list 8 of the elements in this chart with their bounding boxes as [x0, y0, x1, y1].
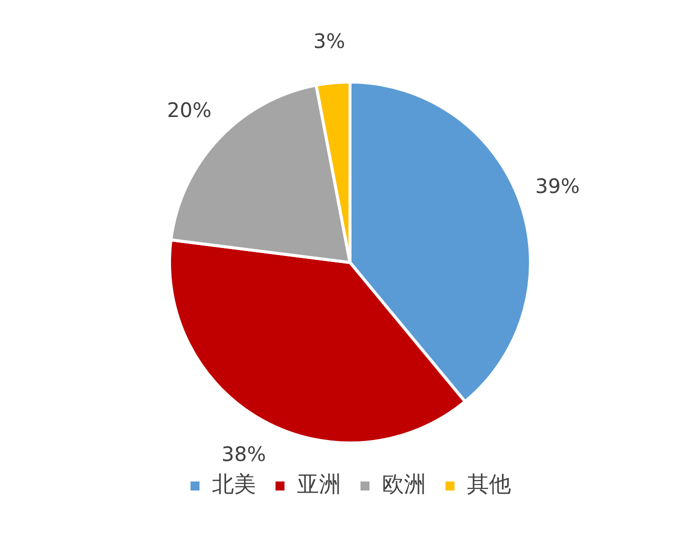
data-label: 39% — [535, 174, 580, 198]
legend-label: 欧洲 — [382, 472, 426, 498]
data-label: 38% — [222, 442, 266, 466]
legend-label: 其他 — [467, 472, 511, 498]
data-label: 3% — [313, 29, 346, 54]
legend-label: 北美 — [212, 472, 256, 498]
legend-label: 亚洲 — [297, 472, 341, 498]
data-label: 20% — [167, 98, 212, 122]
